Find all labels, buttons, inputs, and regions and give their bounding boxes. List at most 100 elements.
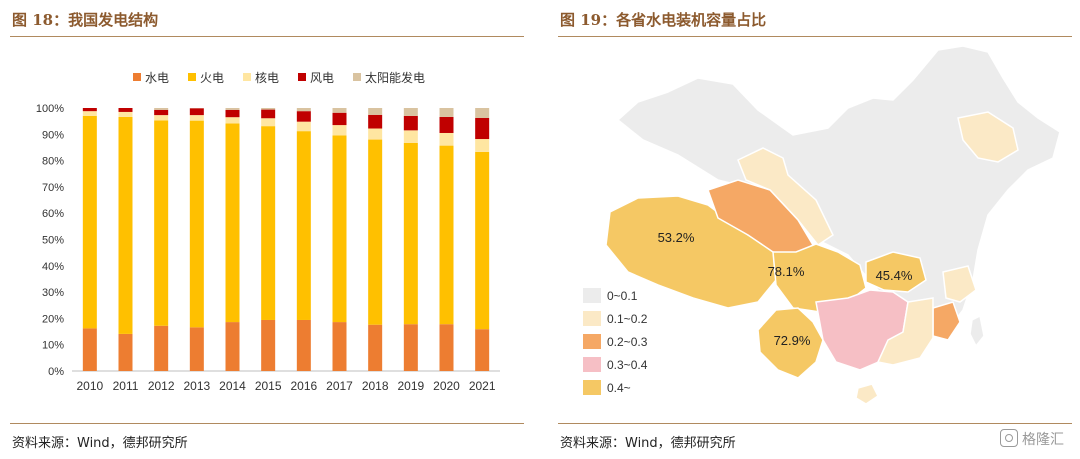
bar-segment	[296, 121, 311, 132]
y-tick-label: 20%	[42, 313, 64, 325]
legend-swatch	[353, 73, 361, 81]
bar-segment	[118, 108, 133, 112]
chart-legend: 水电 火电 核电 风电 太阳能发电	[133, 70, 425, 85]
x-tick-label: 2015	[255, 379, 282, 393]
y-tick-label: 50%	[42, 235, 64, 247]
bar-segment	[118, 333, 133, 371]
bar-segment	[368, 139, 383, 325]
map-labels: 53.2% 78.1% 45.4% 72.9%	[658, 230, 913, 348]
map-region-gansu	[737, 147, 834, 247]
bar-segment	[82, 108, 97, 112]
map-region-xizang	[605, 195, 777, 309]
source-note: 资料来源：Wind，德邦研究所	[12, 436, 188, 451]
x-tick-label: 2012	[148, 379, 175, 393]
bar-segment	[261, 126, 276, 320]
x-tick-label: 2010	[76, 379, 103, 393]
bar-segment	[118, 111, 133, 117]
map-region-jilin	[957, 111, 1019, 163]
bar-segment	[368, 128, 383, 140]
bar-segment	[189, 108, 204, 116]
map-region-sichuan	[772, 243, 867, 313]
bar-segment	[261, 109, 276, 119]
sichuan-label: 78.1%	[768, 264, 805, 279]
bar-segment	[403, 115, 418, 131]
legend-label: 风电	[310, 71, 334, 85]
bar-segment	[118, 116, 133, 334]
bar-segment	[332, 125, 347, 136]
y-tick-label: 100%	[36, 103, 64, 115]
bar-segment	[403, 108, 418, 116]
figure-title: 图 18：我国发电结构	[12, 11, 159, 29]
bar-segment	[296, 108, 311, 112]
bar-segment	[439, 324, 454, 371]
map-legend-swatch	[583, 334, 601, 349]
map-legend-swatch	[583, 288, 601, 303]
legend-swatch	[133, 73, 141, 81]
bar-segment	[225, 117, 240, 124]
bar-segment	[296, 111, 311, 122]
map-legend-label: 0.1~0.2	[607, 312, 648, 326]
bar-segment	[225, 322, 240, 371]
y-tick-label: 40%	[42, 261, 64, 273]
watermark: 格隆汇	[1000, 429, 1064, 449]
map-legend-label: 0.2~0.3	[607, 335, 648, 349]
bar-segment	[475, 151, 490, 330]
legend-swatch	[188, 73, 196, 81]
left-panel: 图 18：我国发电结构 水电 火电 核电 风电 太阳能发电 0% 10% 20% 30% 40% 5…	[0, 0, 528, 459]
bar-segment	[439, 116, 454, 133]
map-legend-label: 0.4~	[607, 381, 631, 395]
bar-segment	[82, 111, 97, 116]
bar-segment	[154, 325, 169, 371]
bar-segment	[368, 114, 383, 129]
bar-segment	[225, 123, 240, 323]
legend-label: 核电	[255, 71, 279, 85]
map-legend: 0~0.1 0.1~0.2 0.2~0.3 0.3~0.4 0.4~	[583, 288, 648, 395]
y-tick-label: 30%	[42, 287, 64, 299]
bar-segment	[403, 142, 418, 325]
x-tick-label: 2011	[113, 379, 139, 393]
y-tick-label: 0%	[48, 366, 64, 378]
bar-segment	[154, 109, 169, 116]
bar-segment	[403, 130, 418, 143]
source-note: 资料来源：Wind，德邦研究所	[560, 436, 736, 451]
bar-segment	[439, 108, 454, 117]
watermark-text: 格隆汇	[1022, 432, 1064, 448]
map-region-guangdong	[876, 297, 934, 366]
bar-segment	[475, 108, 490, 118]
bar-segment	[261, 108, 276, 110]
bar-segment	[261, 319, 276, 371]
stacked-bar-chart: 水电 火电 核电 风电 太阳能发电 0% 10% 20% 30% 40% 50% 60% 70% 80% 9…	[36, 70, 500, 393]
x-tick-label: 2020	[433, 379, 460, 393]
bar-segment	[368, 108, 383, 115]
xizang-label: 53.2%	[658, 230, 695, 245]
map-region-hubei	[865, 251, 927, 293]
x-tick-label: 2016	[290, 379, 317, 393]
bar-segment	[332, 112, 347, 126]
bar-segment	[332, 322, 347, 371]
bar-segment	[189, 120, 204, 328]
bar-segment	[261, 118, 276, 127]
y-tick-label: 80%	[42, 156, 64, 168]
province-map: 53.2% 78.1% 45.4% 72.9% 0~0.1 0.1~0.2 0.2~0.3…	[583, 45, 1061, 405]
bar-segment	[475, 329, 490, 371]
legend-label: 水电	[145, 71, 169, 85]
bar-segment	[296, 131, 311, 320]
bar-segment	[475, 139, 490, 152]
bar-segment	[154, 120, 169, 326]
bar-segment	[439, 132, 454, 146]
title-divider	[10, 36, 524, 37]
x-tick-label: 2013	[183, 379, 210, 393]
figure-title: 图 19：各省水电装机容量占比	[560, 11, 767, 29]
bars	[82, 108, 490, 371]
y-axis: 0% 10% 20% 30% 40% 50% 60% 70% 80% 90% 100%	[36, 103, 64, 378]
source-divider	[10, 423, 524, 424]
bar-segment	[403, 324, 418, 371]
map-legend-swatch	[583, 357, 601, 372]
yunnan-label: 72.9%	[774, 333, 811, 348]
bar-segment	[439, 145, 454, 325]
x-tick-label: 2014	[219, 379, 246, 393]
map-region-zhejiang	[942, 265, 977, 303]
x-tick-label: 2018	[362, 379, 389, 393]
y-tick-label: 90%	[42, 129, 64, 141]
map-region-hainan	[855, 383, 879, 405]
